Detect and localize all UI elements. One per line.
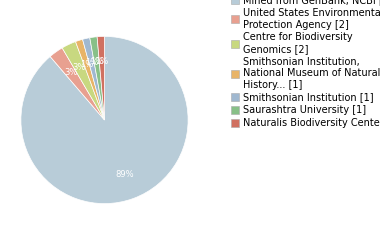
Text: 1%: 1% (85, 58, 98, 67)
Text: 1%: 1% (90, 58, 103, 66)
Wedge shape (50, 48, 104, 120)
Wedge shape (62, 42, 104, 120)
Wedge shape (76, 39, 105, 120)
Legend: Mined from GenBank, NCBI [63], United States Environmental
Protection Agency [2]: Mined from GenBank, NCBI [63], United St… (231, 0, 380, 128)
Text: 3%: 3% (73, 63, 86, 72)
Text: 1%: 1% (95, 57, 109, 66)
Text: 1%: 1% (80, 60, 93, 69)
Wedge shape (97, 36, 104, 120)
Text: 89%: 89% (116, 170, 134, 179)
Wedge shape (21, 36, 188, 204)
Wedge shape (82, 38, 104, 120)
Wedge shape (90, 37, 104, 120)
Text: 3%: 3% (64, 68, 77, 77)
